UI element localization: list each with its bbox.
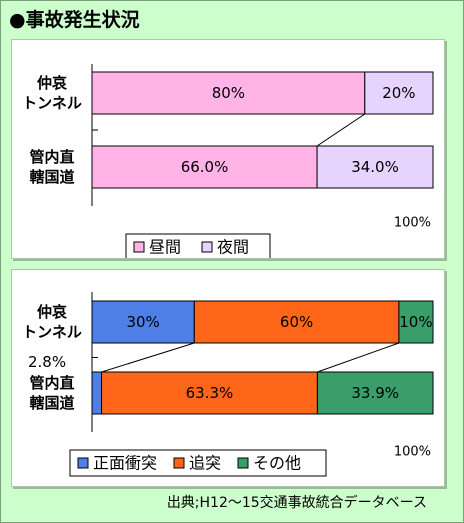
legend-swatch <box>133 241 145 253</box>
data-label: 10% <box>399 313 432 331</box>
data-label: 60% <box>280 313 313 331</box>
page-title: ●事故発生状況 <box>9 9 140 31</box>
bar-夜間-2 <box>316 145 434 189</box>
legend-label: 正面衝突 <box>93 454 157 473</box>
legend-label: 追突 <box>189 454 221 473</box>
bar-夜間-1 <box>364 71 434 115</box>
category-label-2: 轄国道 <box>29 394 74 412</box>
series-connector-line <box>317 342 400 373</box>
category-label-2: 轄国道 <box>29 168 74 186</box>
legend-swatch <box>237 457 249 469</box>
legend-swatch <box>201 241 213 253</box>
legend-box <box>125 233 271 258</box>
legend-label: 昼間 <box>149 238 181 257</box>
axis-max-label: 100% <box>394 216 431 231</box>
data-label: 66.0% <box>181 158 229 176</box>
series-connector-line <box>316 113 366 147</box>
category-label-1: 仲哀 <box>37 74 67 92</box>
bar-正面衝突-2 <box>91 371 103 415</box>
axis-max-label: 100% <box>394 445 431 460</box>
legend-label: 夜間 <box>217 238 249 257</box>
legend-box <box>69 449 327 477</box>
source-note: 出典;H12～15交通事故統合データベース <box>166 495 427 511</box>
bar-昼間-2 <box>91 145 318 189</box>
category-label-1: トンネル <box>22 94 82 112</box>
bar-昼間-1 <box>91 71 366 115</box>
data-label: 2.8% <box>28 353 66 371</box>
category-label-1: トンネル <box>22 323 82 341</box>
legend-swatch <box>173 457 185 469</box>
data-label: 33.9% <box>351 384 399 402</box>
bar-追突-1 <box>193 300 400 344</box>
time-of-day-chart-panel: 仲哀トンネル管内直轄国道 80% 20% 66.0% 34.0% 100% 昼間 夜間 <box>11 39 445 259</box>
bar-その他-1 <box>398 300 434 344</box>
series-connector-line <box>101 342 195 373</box>
accident-type-chart-panel: 仲哀トンネル管内直轄国道 30% 60% 10% 2.8% 63.3% 33.9% 100% 正… <box>11 269 445 487</box>
data-label: 80% <box>212 84 245 102</box>
legend-swatch <box>77 457 89 469</box>
legend-label: その他 <box>253 454 301 473</box>
category-label-1: 仲哀 <box>37 303 67 321</box>
category-label-2: 管内直 <box>29 148 74 166</box>
data-label: 30% <box>126 313 159 331</box>
bar-その他-2 <box>316 371 434 415</box>
category-label-2: 管内直 <box>29 374 74 392</box>
data-label: 34.0% <box>351 158 399 176</box>
data-label: 20% <box>382 84 415 102</box>
bar-追突-2 <box>101 371 318 415</box>
data-label: 63.3% <box>186 384 234 402</box>
